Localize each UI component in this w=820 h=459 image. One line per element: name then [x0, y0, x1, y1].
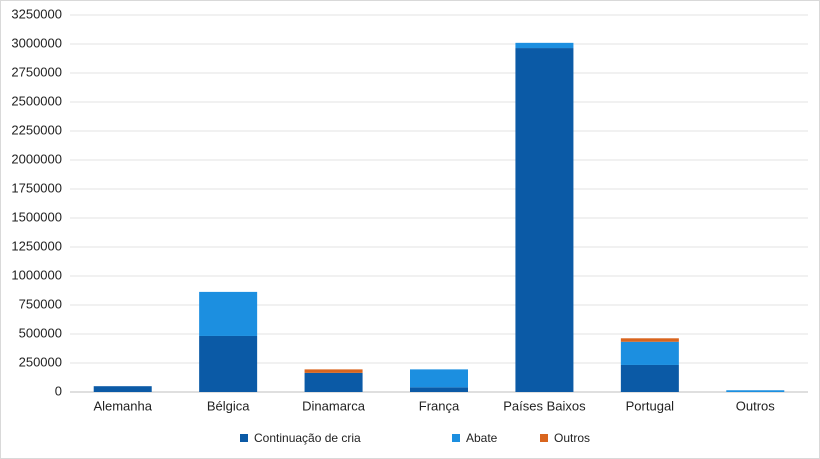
y-tick-label: 250000	[19, 354, 62, 369]
bar-segment	[726, 390, 785, 392]
bar-segment	[199, 335, 258, 392]
y-tick-label: 2250000	[11, 122, 62, 137]
legend-swatch	[452, 434, 460, 442]
bar-segment	[410, 387, 468, 392]
x-tick-label: Bélgica	[207, 398, 250, 413]
legend-label: Abate	[466, 431, 498, 445]
y-tick-label: 2750000	[11, 64, 62, 79]
y-tick-label: 1000000	[11, 267, 62, 282]
y-tick-label: 3250000	[11, 6, 62, 21]
x-tick-label: Portugal	[626, 398, 675, 413]
bar-segment	[93, 386, 152, 392]
bar-segment	[199, 291, 258, 336]
y-tick-label: 500000	[19, 325, 62, 340]
bar-segment	[620, 364, 679, 392]
legend-swatch	[540, 434, 548, 442]
bar-segment	[515, 48, 574, 393]
x-tick-label: Dinamarca	[302, 398, 366, 413]
y-tick-label: 750000	[19, 296, 62, 311]
y-tick-label: 1750000	[11, 180, 62, 195]
bar-segment	[410, 369, 468, 388]
bar-segment	[620, 341, 679, 365]
bar-segment	[304, 369, 363, 373]
x-tick-label: Países Baixos	[503, 398, 586, 413]
x-tick-label: Alemanha	[93, 398, 152, 413]
legend-swatch	[240, 434, 248, 442]
x-tick-label: Outros	[736, 398, 776, 413]
legend-label: Outros	[554, 431, 590, 445]
y-tick-label: 1500000	[11, 209, 62, 224]
bar-segment	[304, 372, 363, 392]
y-tick-label: 1250000	[11, 238, 62, 253]
bar-segment	[620, 338, 679, 342]
legend-label: Continuação de cria	[254, 431, 361, 445]
y-tick-label: 3000000	[11, 35, 62, 50]
y-tick-label: 0	[55, 383, 62, 398]
y-tick-label: 2000000	[11, 151, 62, 166]
x-tick-label: França	[419, 398, 460, 413]
y-tick-label: 2500000	[11, 93, 62, 108]
bar-segment	[515, 42, 574, 49]
